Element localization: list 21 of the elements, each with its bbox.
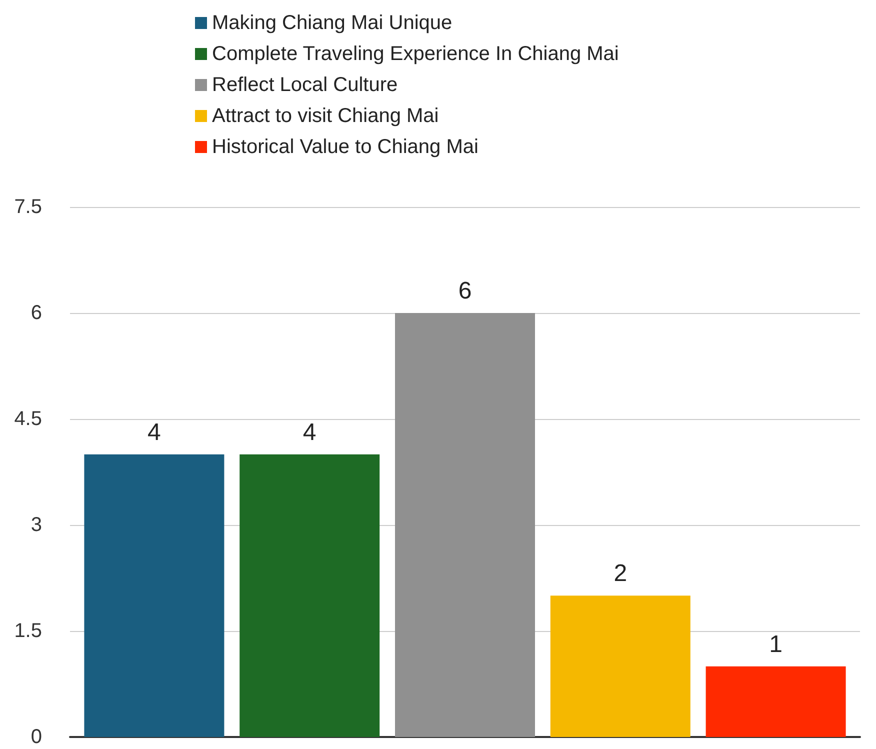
data-label: 1: [769, 630, 782, 658]
bar: [240, 454, 380, 737]
y-tick-label: 4.5: [14, 408, 42, 430]
y-tick-label: 1.5: [14, 620, 42, 642]
legend-label: Historical Value to Chiang Mai: [212, 136, 478, 158]
bar: [706, 666, 846, 737]
data-label: 4: [302, 418, 316, 446]
y-tick-label: 3: [30, 514, 42, 536]
bar: [84, 454, 224, 737]
data-label: 2: [614, 560, 628, 588]
bar: [550, 596, 690, 737]
data-label: 4: [148, 418, 161, 446]
legend-label: Making Chiang Mai Unique: [212, 12, 452, 34]
y-tick-label: 0: [30, 726, 42, 748]
y-tick-label: 7.5: [14, 196, 42, 218]
legend-label: Attract to visit Chiang Mai: [212, 105, 439, 127]
bar: [395, 313, 535, 737]
y-tick-label: 6: [30, 302, 42, 324]
legend-label: Reflect Local Culture: [212, 74, 398, 96]
data-label: 6: [458, 278, 472, 304]
legend-label: Complete Traveling Experience In Chiang Mai: [212, 43, 619, 65]
